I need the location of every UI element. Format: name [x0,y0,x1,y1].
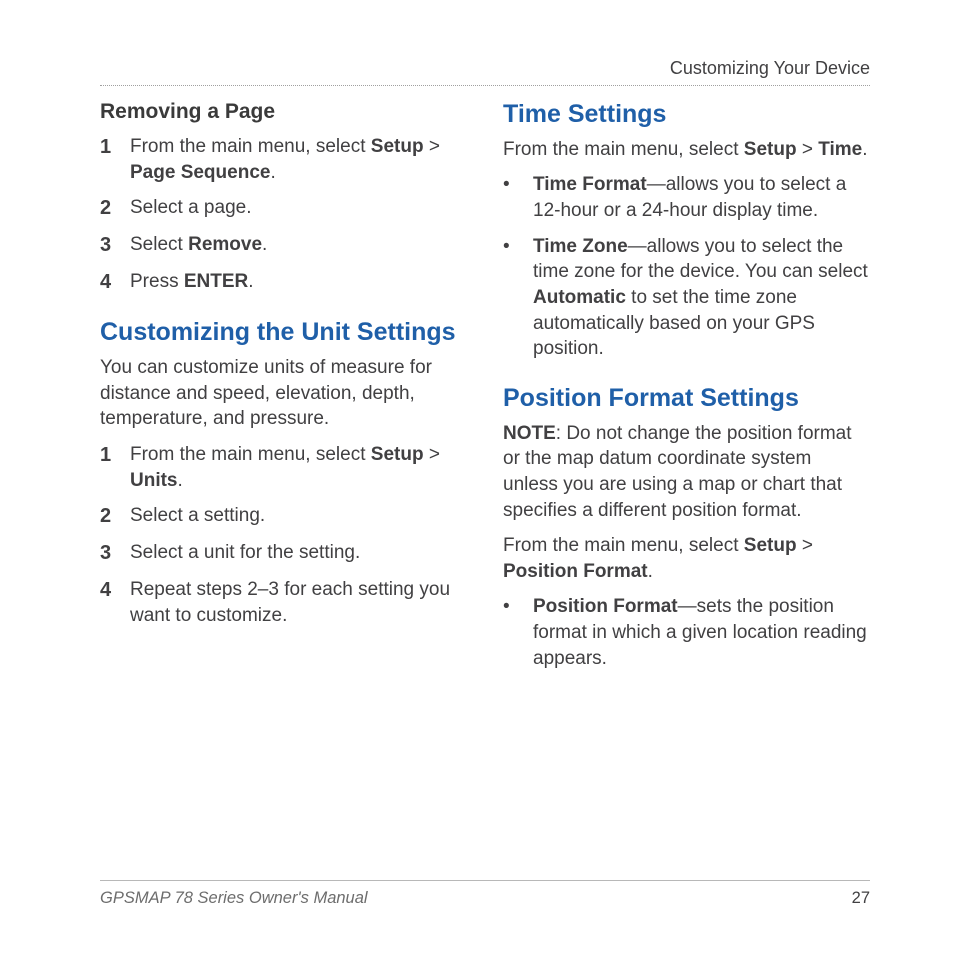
step-item: 4 Press ENTER. [100,269,467,296]
heading-position-format: Position Format Settings [503,384,870,413]
steps-unit-settings: 1 From the main menu, select Setup > Uni… [100,442,467,629]
step-text: Repeat steps 2–3 for each setting you wa… [130,577,467,628]
step-text: Select a unit for the setting. [130,540,467,566]
paragraph: You can customize units of measure for d… [100,355,467,432]
step-text: Select Remove. [130,232,467,258]
step-item: 3 Select a unit for the setting. [100,540,467,567]
step-text: From the main menu, select Setup > Units… [130,442,467,493]
step-text: Press ENTER. [130,269,467,295]
footer-page-number: 27 [852,889,870,908]
step-item: 4 Repeat steps 2–3 for each setting you … [100,577,467,628]
step-text: Select a setting. [130,503,467,529]
step-item: 2 Select a setting. [100,503,467,530]
right-column: Time Settings From the main menu, select… [503,100,870,681]
step-item: 1 From the main menu, select Setup > Pag… [100,134,467,185]
heading-time-settings: Time Settings [503,100,870,129]
step-text: Select a page. [130,195,467,221]
bullets-position-format: • Position Format—sets the position form… [503,594,870,671]
paragraph: From the main menu, select Setup > Time. [503,137,870,163]
bullet-icon: • [503,172,533,198]
step-number: 1 [100,442,130,469]
step-item: 1 From the main menu, select Setup > Uni… [100,442,467,493]
step-number: 3 [100,540,130,567]
bullet-icon: • [503,594,533,620]
step-number: 4 [100,577,130,604]
step-number: 3 [100,232,130,259]
bullets-time-settings: • Time Format—allows you to select a 12-… [503,172,870,361]
step-number: 2 [100,195,130,222]
step-number: 4 [100,269,130,296]
step-number: 1 [100,134,130,161]
heading-removing-page: Removing a Page [100,100,467,124]
bullet-item: • Time Zone—allows you to select the tim… [503,234,870,362]
content-columns: Removing a Page 1 From the main menu, se… [100,100,870,681]
note-paragraph: NOTE: Do not change the position format … [503,421,870,524]
bullet-text: Time Zone—allows you to select the time … [533,234,870,362]
footer-manual-title: GPSMAP 78 Series Owner's Manual [100,889,368,908]
bullet-item: • Time Format—allows you to select a 12-… [503,172,870,223]
paragraph: From the main menu, select Setup > Posit… [503,533,870,584]
manual-page: Customizing Your Device Removing a Page … [100,58,870,681]
bullet-text: Time Format—allows you to select a 12-ho… [533,172,870,223]
bullet-item: • Position Format—sets the position form… [503,594,870,671]
step-item: 2 Select a page. [100,195,467,222]
step-number: 2 [100,503,130,530]
bullet-text: Position Format—sets the position format… [533,594,870,671]
left-column: Removing a Page 1 From the main menu, se… [100,100,467,681]
step-text: From the main menu, select Setup > Page … [130,134,467,185]
heading-unit-settings: Customizing the Unit Settings [100,318,467,347]
bullet-icon: • [503,234,533,260]
steps-removing-page: 1 From the main menu, select Setup > Pag… [100,134,467,296]
running-head: Customizing Your Device [100,58,870,86]
step-item: 3 Select Remove. [100,232,467,259]
page-footer: GPSMAP 78 Series Owner's Manual 27 [100,880,870,908]
